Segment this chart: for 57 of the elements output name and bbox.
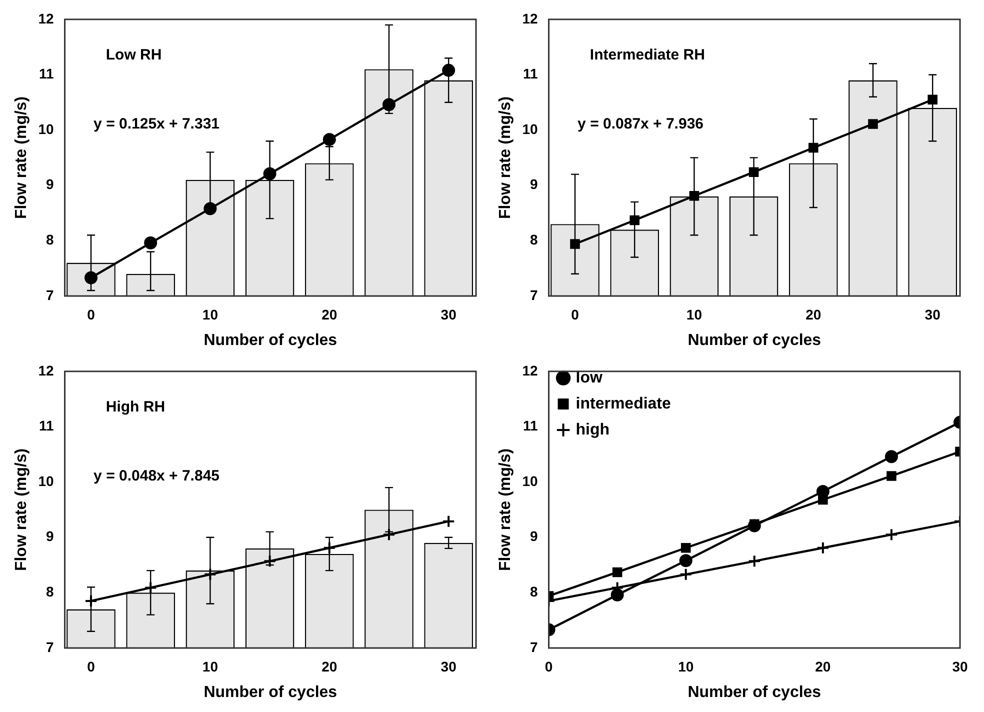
x-tick-label: 30 — [440, 306, 457, 322]
annotation: High RH — [106, 398, 166, 416]
x-tick-label: 0 — [87, 306, 96, 322]
y-tick-label: 11 — [522, 418, 538, 434]
x-tick-label: 10 — [202, 658, 218, 674]
y-tick-label: 8 — [530, 584, 538, 600]
x-tick-label: 0 — [87, 658, 96, 674]
y-tick-label: 11 — [522, 66, 538, 82]
y-tick-label: 7 — [46, 638, 54, 655]
y-tick-label: 8 — [46, 584, 54, 600]
legend-label: low — [576, 369, 603, 386]
y-tick-label: 7 — [530, 638, 538, 655]
y-tick-label: 9 — [46, 528, 54, 544]
y-tick-label: 12 — [38, 10, 54, 26]
annotation: y = 0.087x + 7.936 — [578, 116, 704, 133]
y-tick-label: 7 — [530, 286, 538, 303]
y-tick-label: 9 — [46, 176, 54, 192]
y-axis-title: Flow rate (mg/s) — [497, 96, 514, 220]
x-axis-title: Number of cycles — [204, 332, 338, 349]
y-axis-title: Flow rate (mg/s) — [13, 448, 30, 572]
y-tick-label: 9 — [530, 176, 538, 192]
annotation: y = 0.125x + 7.331 — [94, 116, 220, 133]
y-tick-label: 9 — [530, 528, 538, 544]
x-tick-label: 20 — [806, 306, 822, 322]
y-tick-label: 10 — [522, 472, 538, 489]
y-tick-label: 10 — [38, 472, 54, 489]
x-tick-label: 0 — [571, 306, 580, 322]
x-tick-label: 30 — [924, 306, 941, 322]
annotation: Low RH — [106, 46, 162, 64]
y-tick-label: 12 — [38, 362, 54, 378]
y-axis-title: Flow rate (mg/s) — [497, 448, 514, 572]
y-tick-label: 8 — [530, 232, 538, 248]
y-tick-label: 8 — [46, 232, 54, 248]
x-tick-label: 30 — [952, 658, 968, 674]
y-tick-label: 12 — [522, 362, 538, 378]
legend-label: high — [576, 421, 610, 438]
x-axis-title: Number of cycles — [204, 684, 338, 701]
x-tick-label: 10 — [678, 658, 694, 674]
x-tick-label: 20 — [322, 658, 338, 674]
x-tick-label: 20 — [815, 658, 831, 674]
annotation: y = 0.048x + 7.845 — [94, 468, 220, 485]
x-axis-title: Number of cycles — [688, 684, 822, 701]
y-tick-label: 7 — [46, 286, 54, 303]
y-tick-label: 10 — [38, 120, 54, 137]
x-tick-label: 20 — [322, 306, 338, 322]
x-axis-title: Number of cycles — [688, 332, 822, 349]
annotation: Intermediate RH — [590, 46, 705, 64]
y-axis-title: Flow rate (mg/s) — [13, 96, 30, 220]
y-tick-label: 12 — [522, 10, 538, 26]
y-tick-label: 11 — [38, 66, 54, 82]
y-tick-label: 10 — [522, 120, 538, 137]
legend-label: intermediate — [576, 395, 672, 412]
y-tick-label: 11 — [38, 418, 54, 434]
x-tick-label: 0 — [544, 658, 553, 674]
x-tick-label: 30 — [440, 658, 457, 674]
x-tick-label: 10 — [202, 306, 218, 322]
x-tick-label: 10 — [686, 306, 702, 322]
